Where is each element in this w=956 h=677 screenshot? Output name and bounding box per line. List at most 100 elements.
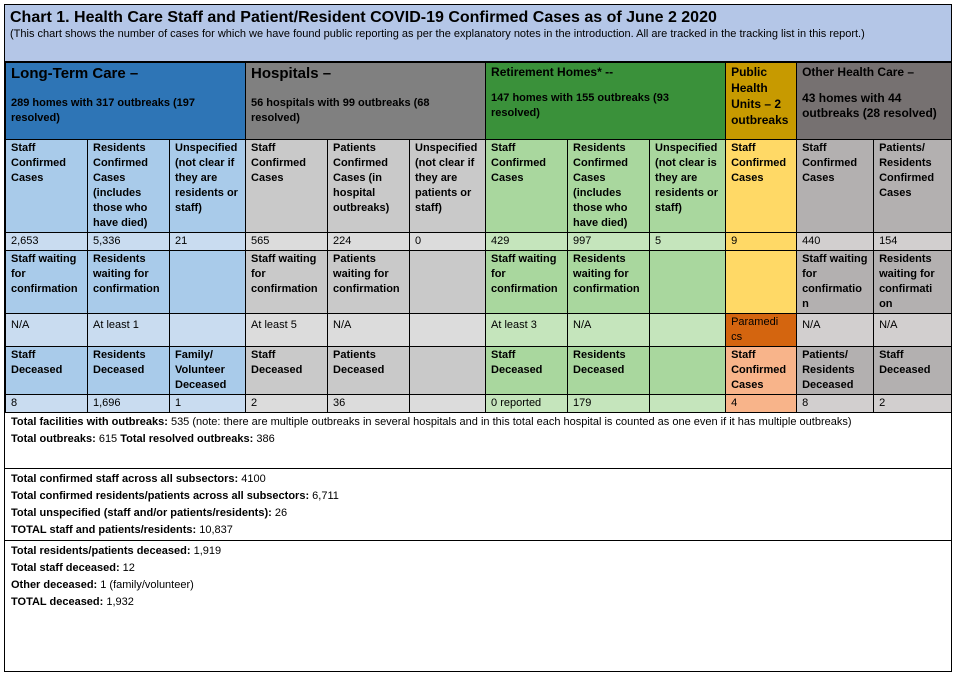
summary-line: Other deceased: 1 (family/volunteer) [11, 577, 945, 594]
chart-subtitle: (This chart shows the number of cases fo… [10, 28, 865, 40]
value-cell: 179 [567, 394, 651, 413]
value-cell: 565 [245, 232, 329, 251]
value-cell: 0 reported [485, 394, 569, 413]
header-cell: Residents Deceased [87, 346, 170, 395]
summary-line: Total confirmed staff across all subsect… [11, 471, 945, 488]
summary-label: Total confirmed residents/patients acros… [11, 490, 310, 502]
section-public-health-units: Public Health Units – 2 outbreaks [725, 62, 798, 140]
value-cell: 2,653 [5, 232, 88, 251]
report-chart: Chart 1. Health Care Staff and Patient/R… [4, 4, 953, 672]
summary-label: Total resolved outbreaks: [120, 433, 254, 445]
value-cell [409, 313, 487, 347]
summary-line: TOTAL deceased: 1,932 [11, 594, 945, 611]
value-cell: 2 [873, 394, 953, 413]
summary-value: 1,919 [190, 545, 222, 557]
summary-value: 12 [119, 562, 135, 574]
summary-value: 386 [253, 433, 275, 445]
value-cell: 5,336 [87, 232, 170, 251]
value-cell: N/A [873, 313, 953, 347]
summary-line: Total residents/patients deceased: 1,919 [11, 543, 945, 560]
value-cell: 997 [567, 232, 651, 251]
section-long-term-care: Long-Term Care – 289 homes with 317 outb… [4, 62, 247, 140]
value-cell [409, 394, 487, 413]
summary-label: Total outbreaks: [11, 433, 96, 445]
summary-label: Total unspecified (staff and/or patients… [11, 507, 272, 519]
section-header-row: Long-Term Care – 289 homes with 317 outb… [4, 62, 953, 140]
value-cell: 9 [725, 232, 798, 251]
header-cell [649, 346, 727, 395]
value-cell: 2 [245, 394, 329, 413]
section-title: Other Health Care – [802, 65, 915, 79]
header-cell: Patients Deceased [327, 346, 411, 395]
confirmed-header-row: Staff Confirmed Cases Residents Confirme… [5, 139, 953, 233]
section-detail: 147 homes with 155 outbreaks (93 resolve… [491, 92, 669, 119]
header-cell: Staff Deceased [245, 346, 329, 395]
value-cell: N/A [796, 313, 875, 347]
summary-value: 4100 [238, 473, 266, 485]
section-retirement-homes: Retirement Homes* -- 147 homes with 155 … [485, 62, 727, 140]
header-cell: Patients/ Residents Confirmed Cases [873, 139, 953, 233]
summary-value: 1,932 [103, 596, 134, 608]
section-title: Long-Term Care – [11, 65, 139, 82]
value-cell: 21 [168, 232, 247, 251]
header-cell: Unspecified (not clear if they are resid… [168, 139, 247, 233]
value-cell: N/A [327, 313, 411, 347]
value-cell: At least 5 [245, 313, 329, 347]
confirmed-value-row: 2,653 5,336 21 565 224 0 429 997 5 9 440… [5, 232, 953, 251]
summary-line: Total staff deceased: 12 [11, 560, 945, 577]
header-cell: Staff Deceased [485, 346, 569, 395]
header-cell: Staff waiting for confirmation [245, 250, 329, 314]
value-cell: 4 [725, 394, 798, 413]
header-cell: Staff Confirmed Cases [245, 139, 329, 233]
header-cell: Patients/ Residents Deceased [796, 346, 875, 395]
section-title: Public Health Units – 2 outbreaks [731, 65, 789, 127]
header-cell: Staff Confirmed Cases [485, 139, 569, 233]
summary-outbreaks: Total facilities with outbreaks: 535 (no… [5, 413, 951, 468]
header-cell: Staff Confirmed Cases [725, 139, 798, 233]
summary-confirmed: Total confirmed staff across all subsect… [5, 468, 951, 540]
header-cell: Staff Confirmed Cases [796, 139, 875, 233]
section-other-health-care: Other Health Care – 43 homes with 44 out… [796, 62, 953, 140]
summary-line: Total outbreaks: 615 Total resolved outb… [11, 431, 945, 448]
value-cell: At least 1 [87, 313, 170, 347]
header-cell [725, 250, 798, 314]
waiting-header-row: Staff waiting for confirmation Residents… [5, 250, 953, 314]
header-cell: Residents Deceased [567, 346, 651, 395]
header-cell: Unspecified (not clear if they are patie… [409, 139, 487, 233]
header-cell [409, 346, 487, 395]
value-cell: 440 [796, 232, 875, 251]
header-cell: Unspecified (not clear is they are resid… [649, 139, 727, 233]
deceased-header-row: Staff Deceased Residents Deceased Family… [5, 346, 953, 395]
summary-label: TOTAL deceased: [11, 596, 104, 608]
summary-label: Total staff deceased: [11, 562, 120, 574]
summary-line: Total confirmed residents/patients acros… [11, 488, 945, 505]
waiting-value-row: N/A At least 1 At least 5 N/A At least 3… [5, 313, 953, 347]
header-cell: Staff Deceased [5, 346, 88, 395]
value-cell: N/A [567, 313, 651, 347]
header-cell [168, 250, 247, 314]
header-cell: Residents waiting for confirmati on [873, 250, 953, 314]
summary-label: Total confirmed staff across all subsect… [11, 473, 239, 485]
summary-value: 535 (note: there are multiple outbreaks … [167, 416, 852, 428]
value-cell: 429 [485, 232, 569, 251]
summary-value: 6,711 [309, 490, 339, 502]
value-cell: 36 [327, 394, 411, 413]
header-cell: Staff Deceased [873, 346, 953, 395]
value-cell: 0 [409, 232, 487, 251]
section-title: Hospitals – [251, 65, 332, 82]
value-cell [168, 313, 247, 347]
section-detail: 289 homes with 317 outbreaks (197 resolv… [11, 97, 196, 124]
value-cell: 8 [796, 394, 875, 413]
header-cell: Staff Confirmed Cases [5, 139, 88, 233]
header-cell [649, 250, 727, 314]
header-cell: Residents Confirmed Cases (includes thos… [567, 139, 651, 233]
deceased-value-row: 8 1,696 1 2 36 0 reported 179 4 8 2 [5, 394, 953, 413]
value-cell: 1,696 [87, 394, 170, 413]
section-detail: 43 homes with 44 outbreaks (28 resolved) [802, 91, 937, 120]
header-cell: Staff waiting for confirmatio n [796, 250, 875, 314]
header-cell [409, 250, 487, 314]
section-detail: 56 hospitals with 99 outbreaks (68 resol… [251, 97, 430, 124]
header-cell: Residents waiting for confirmation [87, 250, 170, 314]
summary-line: Total facilities with outbreaks: 535 (no… [11, 414, 945, 431]
chart-header: Chart 1. Health Care Staff and Patient/R… [5, 5, 951, 62]
